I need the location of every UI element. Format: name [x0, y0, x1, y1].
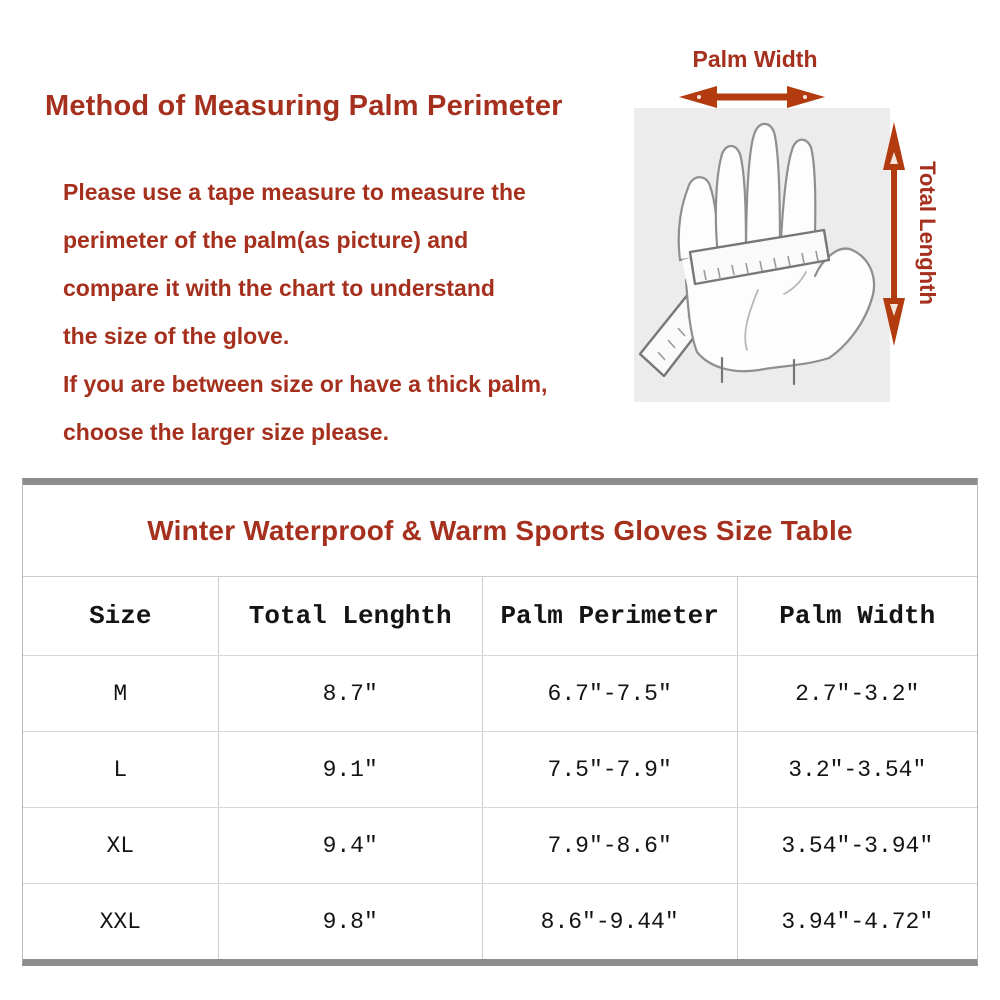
column-header-total-length: Total Lenghth — [219, 577, 483, 655]
instructions-text: Please use a tape measure to measure the… — [63, 168, 547, 456]
instruction-line: If you are between size or have a thick … — [63, 371, 548, 397]
cell-palm-perimeter: 8.6″-9.44″ — [483, 884, 738, 959]
page-title: Method of Measuring Palm Perimeter — [45, 90, 563, 122]
table-row-l: L 9.1″ 7.5″-7.9″ 3.2″-3.54″ — [23, 732, 977, 808]
size-table: Winter Waterproof & Warm Sports Gloves S… — [22, 478, 978, 966]
cell-size: L — [23, 732, 219, 807]
size-table-header-row: Size Total Lenghth Palm Perimeter Palm W… — [23, 577, 977, 656]
table-row-xxl: XXL 9.8″ 8.6″-9.44″ 3.94″-4.72″ — [23, 884, 977, 959]
cell-size: XL — [23, 808, 219, 883]
instruction-line: the size of the glove. — [63, 323, 290, 349]
column-header-palm-width: Palm Width — [779, 601, 936, 631]
cell-palm-perimeter: 7.5″-7.9″ — [483, 732, 738, 807]
double-arrow-horizontal-icon — [679, 86, 825, 108]
size-table-title: Winter Waterproof & Warm Sports Gloves S… — [23, 485, 977, 577]
column-header-palm-perimeter: Palm Perimeter — [483, 577, 738, 655]
cell-palm-width: 2.7″-3.2″ — [795, 680, 920, 707]
cell-total-length: 9.4″ — [219, 808, 483, 883]
cell-palm-width: 3.54″-3.94″ — [781, 832, 934, 859]
instruction-line: perimeter of the palm(as picture) and — [63, 227, 469, 253]
table-row-m: M 8.7″ 6.7″-7.5″ 2.7″-3.2″ — [23, 656, 977, 732]
total-length-label: Total Lenghth — [915, 161, 940, 305]
table-row-xl: XL 9.4″ 7.9″-8.6″ 3.54″-3.94″ — [23, 808, 977, 884]
palm-width-label: Palm Width — [692, 46, 818, 72]
cell-total-length: 9.8″ — [219, 884, 483, 959]
cell-palm-perimeter: 6.7″-7.5″ — [483, 656, 738, 731]
hand-illustration — [634, 108, 890, 402]
instruction-line: choose the larger size please. — [63, 419, 389, 445]
instruction-line: compare it with the chart to understand — [63, 275, 495, 301]
cell-size: XXL — [23, 884, 219, 959]
cell-total-length: 9.1″ — [219, 732, 483, 807]
instruction-line: Please use a tape measure to measure the — [63, 179, 526, 205]
cell-palm-width: 3.2″-3.54″ — [788, 756, 927, 783]
cell-palm-width: 3.94″-4.72″ — [781, 908, 934, 935]
double-arrow-vertical-icon — [883, 122, 905, 346]
hand-measure-diagram-icon — [634, 108, 890, 402]
cell-size: M — [23, 656, 219, 731]
column-header-size: Size — [23, 577, 219, 655]
cell-total-length: 8.7″ — [219, 656, 483, 731]
cell-palm-perimeter: 7.9″-8.6″ — [483, 808, 738, 883]
